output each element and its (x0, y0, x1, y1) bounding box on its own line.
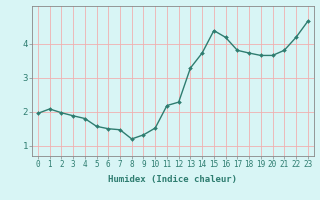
X-axis label: Humidex (Indice chaleur): Humidex (Indice chaleur) (108, 175, 237, 184)
